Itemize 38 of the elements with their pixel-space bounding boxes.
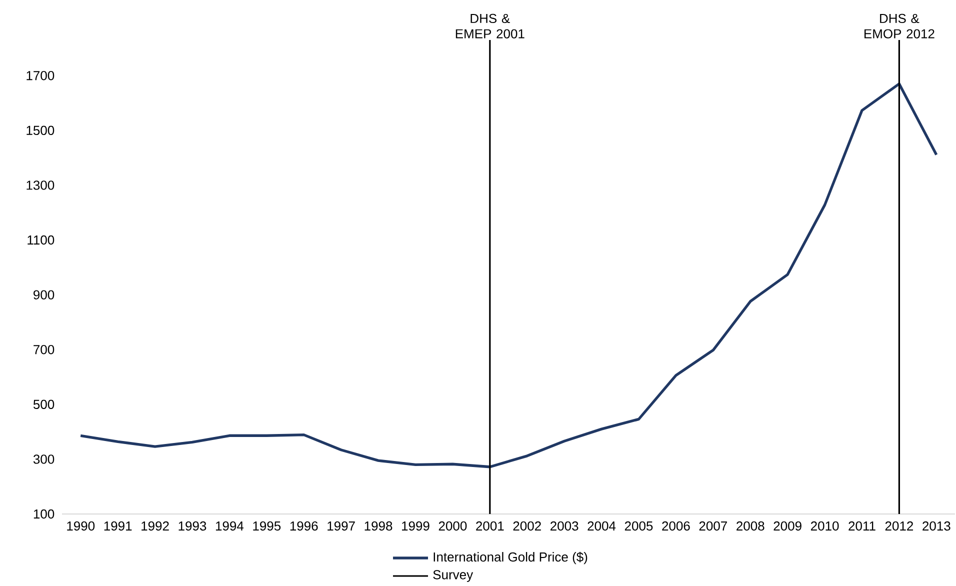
x-tick-label: 1996 <box>290 521 318 531</box>
y-tick-label: 1300 <box>26 180 54 190</box>
y-tick-label: 1100 <box>28 235 54 245</box>
y-tick-label: 900 <box>34 290 54 300</box>
text: Survey <box>433 570 474 582</box>
ref-line-label: DHS & EMEP 2001 <box>456 14 524 38</box>
x-tick-label: 2013 <box>922 521 950 531</box>
x-tick-label: 2001 <box>476 521 504 531</box>
x-tick-label: 1997 <box>328 521 355 531</box>
x-tick-label: 2009 <box>774 521 802 531</box>
x-tick-label: 1991 <box>104 521 132 531</box>
legend-label: International Gold Price ($) <box>434 552 588 564</box>
y-tick-label: 100 <box>34 509 54 519</box>
x-tick-label: 2011 <box>848 521 876 531</box>
x-tick-label: 2005 <box>624 521 653 531</box>
x-tick-label: 1990 <box>67 521 95 531</box>
x-tick-label: 2002 <box>513 521 541 531</box>
x-tick-label: 2008 <box>736 521 764 531</box>
y-tick-label: 300 <box>33 454 54 464</box>
x-tick-label: 1994 <box>216 521 244 531</box>
y-tick-label: 500 <box>33 400 54 410</box>
x-tick-label: 1995 <box>253 521 281 531</box>
line-series <box>79 82 938 468</box>
x-tick-label: 2010 <box>810 521 839 531</box>
ref-line-label: DHS & EMOP 2012 <box>864 14 934 38</box>
x-tick-label: 2012 <box>885 521 914 531</box>
x-tick-label: 2007 <box>699 521 727 531</box>
y-tick-label: 1500 <box>26 126 54 136</box>
x-tick-label: 1993 <box>178 521 206 531</box>
x-tick-label: 1999 <box>402 521 430 531</box>
x-tick-label: 1998 <box>364 521 392 531</box>
x-tick-label: 2003 <box>550 521 578 531</box>
y-tick-label: 1700 <box>26 71 54 80</box>
x-tick-label: 2006 <box>662 521 690 531</box>
x-tick-label: 1992 <box>142 521 169 531</box>
y-tick-label: 700 <box>34 345 54 354</box>
x-tick-label: 2004 <box>588 521 616 531</box>
x-tick-label: 2000 <box>438 521 467 531</box>
